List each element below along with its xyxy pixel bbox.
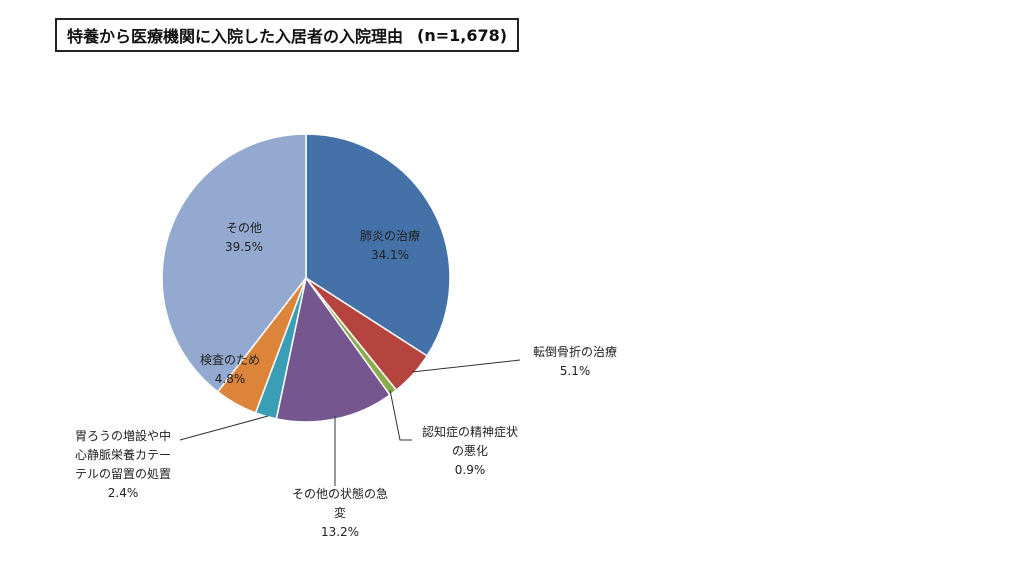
slice-label: 肺炎の治療 34.1% xyxy=(360,229,420,262)
chart-title-box: 特養から医療機関に入院した入居者の入院理由 (n=1,678) xyxy=(55,18,520,52)
leader-line xyxy=(411,359,521,373)
slice-label: 転倒骨折の治療 5.1% xyxy=(533,344,617,378)
slice-label: 胃ろうの増設や中心静脈栄養カテーテルの留置の処置 2.4% xyxy=(75,428,171,500)
pie-slice xyxy=(275,276,391,423)
slice-label: 検査のため 4.8% xyxy=(200,353,260,386)
chart-title: 特養から医療機関に入院した入居者の入院理由 xyxy=(67,27,404,46)
slice-label: 認知症の精神症状の悪化 0.9% xyxy=(422,424,518,477)
slice-label: その他の状態の急変 13.2% xyxy=(292,486,388,539)
sample-size: (n=1,678) xyxy=(417,25,508,45)
leader-line xyxy=(389,389,412,441)
pie-slice xyxy=(161,133,307,393)
leader-line xyxy=(179,415,269,441)
slice-label: その他 39.5% xyxy=(225,221,263,254)
